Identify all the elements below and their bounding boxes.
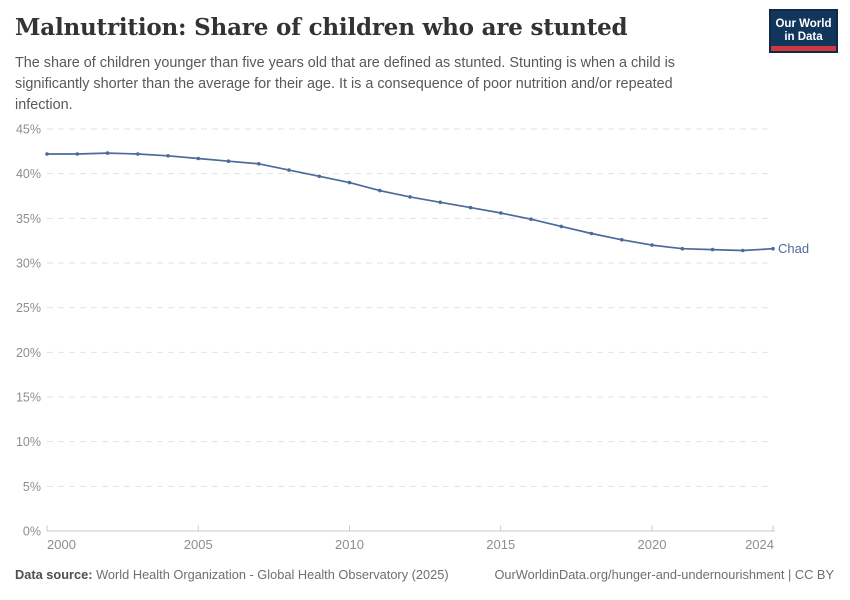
y-tick-label: 0% (23, 525, 41, 539)
x-tick-label: 2020 (638, 537, 667, 552)
series-line (46, 152, 774, 252)
data-point-marker (196, 156, 201, 161)
data-point-marker (499, 211, 503, 215)
page-title: Malnutrition: Share of children who are … (15, 14, 628, 41)
x-tick-label: 2024 (745, 537, 774, 552)
data-point-marker (408, 195, 412, 199)
y-tick-label: 40% (16, 167, 41, 181)
data-point-marker (620, 238, 624, 242)
data-point-marker (136, 152, 140, 156)
data-point-marker (166, 154, 170, 158)
chart-area: 0% 5% 10% 15% 20% 25% 30% 35% 40% 45% 2000 2005 2010… (0, 112, 850, 560)
data-point-marker (317, 174, 322, 179)
data-point-marker (45, 152, 49, 156)
data-point-marker (741, 248, 745, 253)
y-tick-label: 5% (23, 480, 41, 494)
owid-logo-text: Our World in Data (775, 18, 832, 43)
line-chart-canvas[interactable]: 0% 5% 10% 15% 20% 25% 30% 35% 40% 45% 2000 2005 2010… (0, 112, 850, 560)
y-tick-label: 35% (16, 212, 41, 226)
data-point-marker (589, 231, 594, 236)
x-tick-label: 2005 (184, 537, 213, 552)
data-point-marker (559, 224, 564, 229)
data-point-marker (680, 246, 685, 251)
chart-footer: Data source: World Health Organization -… (15, 567, 834, 582)
data-point-marker (468, 205, 473, 210)
x-tick-label: 2010 (335, 537, 364, 552)
chart-subtitle: The share of children younger than five … (15, 55, 675, 113)
data-source-text: World Health Organization - Global Healt… (92, 567, 449, 582)
data-point-marker (650, 243, 654, 247)
data-point-marker (257, 162, 261, 166)
owid-logo[interactable]: Our World in Data (769, 9, 838, 53)
data-point-marker (529, 217, 533, 221)
series-end-label: Chad (778, 241, 809, 256)
logo-red-bar (771, 46, 836, 51)
data-source-label: Data source: (15, 567, 93, 582)
y-tick-label: 25% (16, 301, 41, 315)
y-tick-label: 30% (16, 257, 41, 271)
data-point-marker (378, 188, 382, 193)
x-tick-label: 2000 (47, 537, 76, 552)
data-source-note: Data source: World Health Organization -… (15, 567, 449, 582)
data-point-marker (438, 200, 443, 205)
citation-link[interactable]: OurWorldinData.org/hunger-and-undernouri… (494, 567, 834, 582)
y-tick-label: 45% (16, 123, 41, 137)
y-tick-label: 10% (16, 435, 41, 449)
data-point-marker (287, 168, 291, 172)
y-tick-label: 15% (16, 391, 41, 405)
data-point-marker (226, 159, 231, 163)
data-point-marker (75, 152, 80, 156)
data-point-marker (710, 247, 715, 252)
y-tick-label: 20% (16, 346, 41, 360)
data-point-marker (347, 180, 352, 185)
x-tick-label: 2015 (486, 537, 515, 552)
data-point-marker (771, 246, 775, 251)
data-point-marker (105, 151, 110, 155)
